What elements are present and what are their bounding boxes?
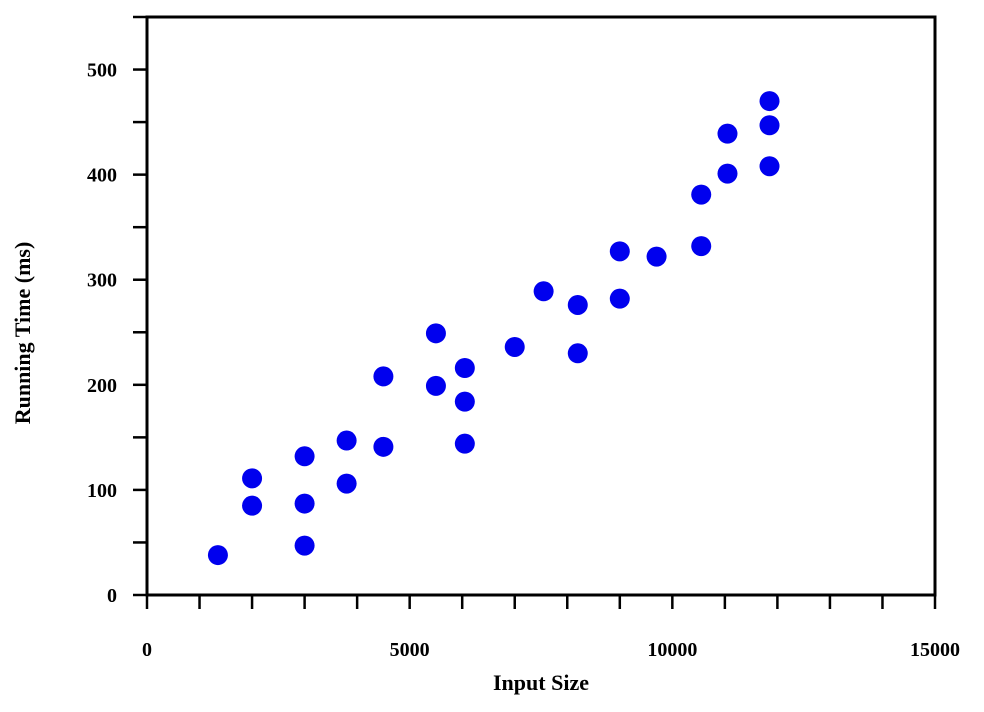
data-point	[373, 366, 394, 387]
y-tick-label: 0	[107, 585, 117, 607]
data-point	[454, 358, 475, 379]
x-tick-label: 5000	[390, 639, 430, 661]
y-tick-label: 300	[87, 270, 117, 292]
data-point	[294, 535, 315, 556]
x-tick-label: 10000	[647, 639, 697, 661]
data-point	[373, 436, 394, 457]
data-point	[759, 115, 780, 136]
data-point	[454, 391, 475, 412]
data-point	[567, 343, 588, 364]
data-point	[294, 493, 315, 514]
y-axis-title: Running Time (ms)	[10, 242, 35, 425]
data-point	[567, 294, 588, 315]
y-tick-label: 100	[87, 480, 117, 502]
y-tick-label: 400	[87, 165, 117, 187]
data-point	[717, 123, 738, 144]
data-point	[425, 323, 446, 344]
data-point	[425, 375, 446, 396]
data-point	[717, 163, 738, 184]
x-tick-label: 0	[142, 639, 152, 661]
data-point	[242, 495, 263, 516]
data-point	[336, 430, 357, 451]
data-point	[691, 184, 712, 205]
data-point	[759, 91, 780, 112]
data-point	[646, 246, 667, 267]
y-tick-label: 200	[87, 375, 117, 397]
data-point	[207, 545, 228, 566]
data-point	[759, 156, 780, 177]
data-point	[533, 281, 554, 302]
data-point	[294, 446, 315, 467]
x-axis-ticks: 0 5000 10000 15000	[142, 595, 960, 661]
data-point	[336, 473, 357, 494]
data-points	[207, 91, 780, 566]
y-axis-ticks: 0 100 200 300 400 500	[87, 15, 147, 607]
data-point	[454, 433, 475, 454]
data-point	[691, 236, 712, 257]
data-point	[504, 336, 525, 357]
x-tick-label: 15000	[910, 639, 960, 661]
plot-frame	[145, 15, 937, 597]
data-point	[609, 241, 630, 262]
y-tick-label: 500	[87, 60, 117, 82]
data-point	[609, 288, 630, 309]
data-point	[242, 468, 263, 489]
x-axis-title: Input Size	[493, 670, 589, 695]
